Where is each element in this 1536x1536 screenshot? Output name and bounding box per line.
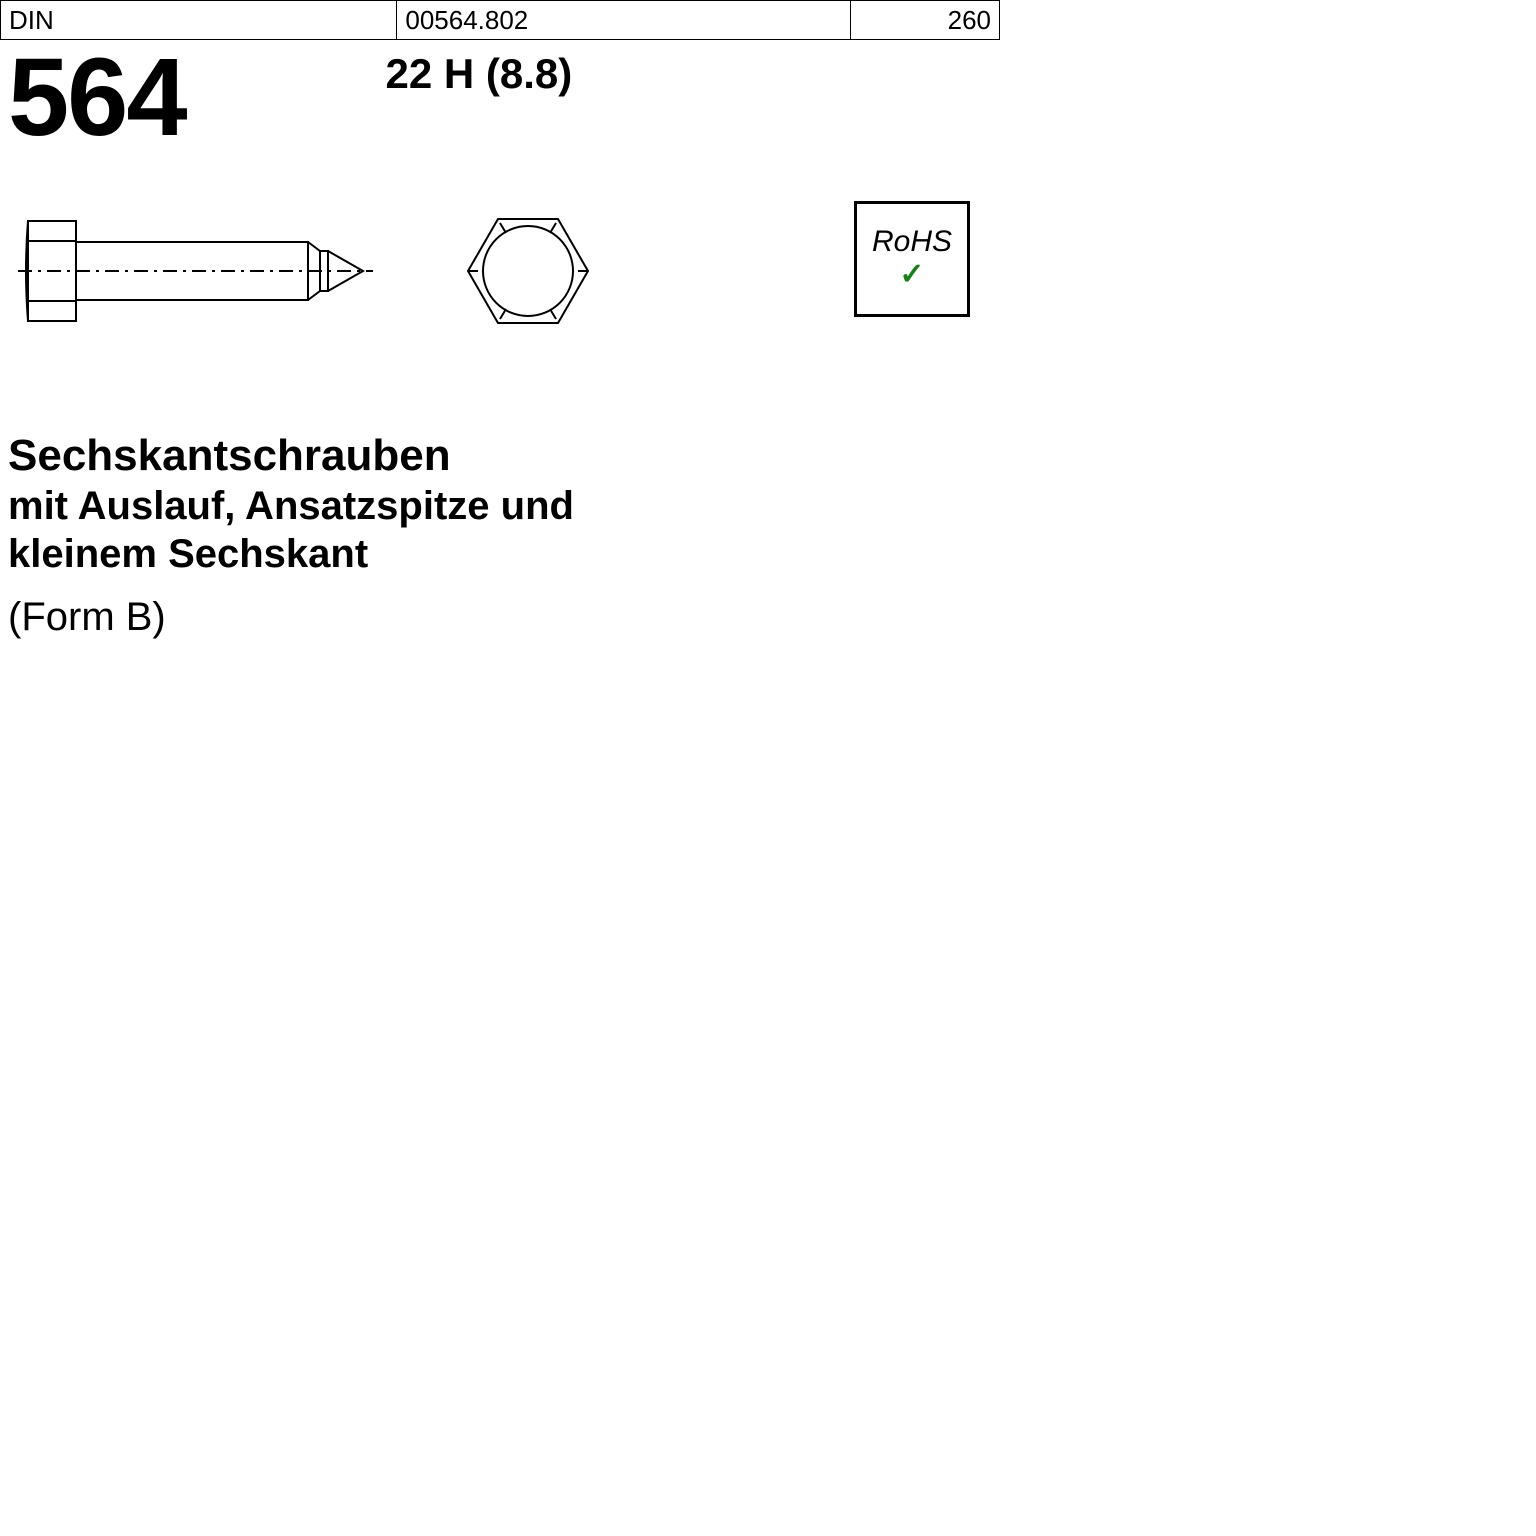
header-article-code: 00564.802 — [397, 1, 850, 40]
header-page-code: 260 — [850, 1, 999, 40]
description-line-1: mit Auslauf, Ansatzspitze und — [8, 483, 1000, 529]
description-title: Sechskantschrauben — [8, 431, 1000, 481]
table-row: DIN 00564.802 260 — [1, 1, 1000, 40]
rohs-label: RoHS — [872, 225, 952, 259]
header-standard-label: DIN — [1, 1, 397, 40]
rohs-badge: RoHS ✓ — [854, 201, 970, 317]
description-line-2: kleinem Sechskant — [8, 531, 1000, 577]
header-table: DIN 00564.802 260 — [0, 0, 1000, 40]
description-block: Sechskantschrauben mit Auslauf, Ansatzsp… — [0, 431, 1000, 640]
din-number: 564 — [8, 46, 186, 151]
material-grade: 22 H (8.8) — [386, 50, 573, 98]
description-form: (Form B) — [8, 595, 1000, 640]
datasheet-page: DIN 00564.802 260 564 22 H (8.8) — [0, 0, 1000, 1000]
diagram-row: RoHS ✓ — [0, 201, 1000, 371]
bolt-diagram — [8, 201, 708, 361]
title-row: 564 22 H (8.8) — [0, 40, 1000, 151]
check-icon: ✓ — [899, 257, 924, 292]
